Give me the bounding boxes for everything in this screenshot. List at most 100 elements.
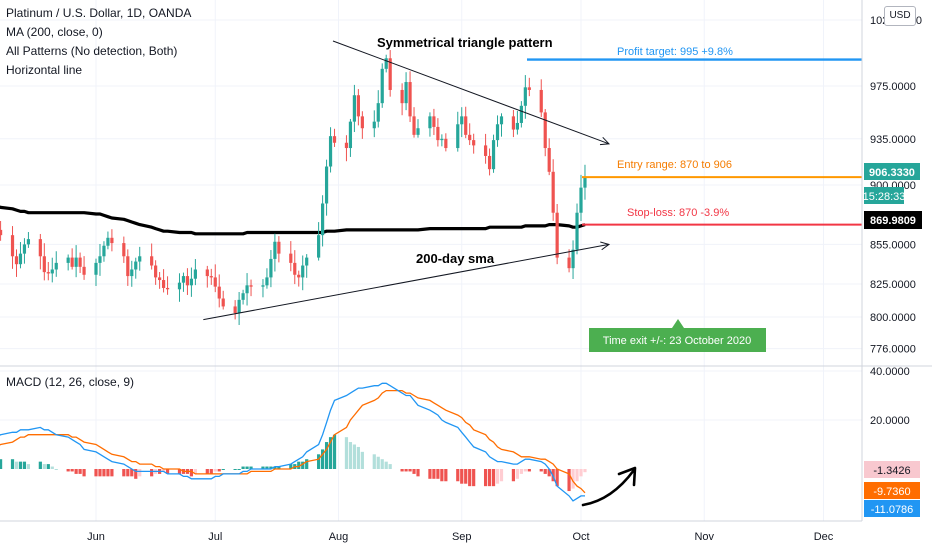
macd-histogram-bar [317,454,321,469]
current-price-value: 906.3330 [869,167,915,179]
lower-trendline-arrowhead [600,241,611,251]
macd-histogram-bar [380,459,384,469]
macd-histogram-bar [193,469,197,474]
macd-histogram-bar [456,469,460,482]
candle-body [245,285,249,294]
candle-body [456,124,460,149]
macd-histogram-bar [305,459,309,469]
candle-body [10,235,15,257]
macd-up-arrow [581,468,636,507]
candle-body [209,276,213,278]
macd-histogram-bar [38,461,42,469]
candle-body [70,257,74,267]
candle-body [134,261,138,270]
macd-histogram-bar [74,469,78,474]
candle-body [38,239,42,257]
macd-histogram-bar [189,469,194,477]
candle-body [499,116,504,125]
candle-body [571,249,575,269]
macd-histogram-bar [138,469,142,477]
candle-body [122,243,126,257]
macd-histogram-bar [54,469,58,470]
candle-body [181,276,186,283]
candle-body [102,245,106,257]
macd-histogram-bar [78,469,82,474]
macd-histogram-bar [404,469,408,472]
countdown-value: 15:28:33 [863,191,906,203]
macd-histogram-bar [241,466,245,469]
candle-body [189,278,194,286]
candle-body [14,256,19,265]
time-axis[interactable]: Jun Jul Aug Sep Oct Nov Dec [87,531,834,543]
macd-histogram-bar [277,466,281,469]
macd-histogram-bar [18,461,23,469]
candle-body [444,138,448,149]
macd-tag: -11.0786 [864,500,920,517]
candle-body [98,256,102,263]
macd-histogram-bar [468,469,472,487]
price-tick-label: 935.0000 [870,134,916,146]
macd-value: -11.0786 [871,504,914,516]
time-exit-label: Time exit +/-: 23 October 2020 [603,335,751,347]
upper-trendline [332,40,610,145]
macd-histogram-bar [487,469,492,487]
macd-histogram-bar [464,469,468,484]
candle-body [42,256,46,273]
horizontal-line-label[interactable]: Horizontal line [6,63,83,77]
macd-histogram-bar [428,469,432,479]
macd-histogram-bar [352,444,357,469]
candle-body [388,58,392,90]
macd-histogram-bar [440,469,444,482]
price-axis[interactable]: 1025.0000975.0000935.0000900.0000855.000… [870,15,922,427]
candle-body [360,116,364,129]
candle-body [177,282,182,290]
candle-body [583,177,587,188]
time-exit-callout[interactable]: Time exit +/-: 23 October 2020 [589,319,766,352]
macd-histogram-bar [408,469,412,472]
candle-body [158,277,162,281]
macd-histogram-bar [555,469,559,487]
macd-histogram-bar [213,469,217,472]
macd-histogram-bar [106,469,110,477]
macd-histogram-bar [332,434,337,469]
candle-body [432,116,436,127]
candle-body [193,269,197,279]
macd-indicator-label[interactable]: MACD (12, 26, close, 9) [6,375,135,389]
macd-histogram-bar [360,451,364,469]
candle-body [82,266,86,275]
macd-histogram-bar [495,469,500,484]
candle-body [261,285,265,287]
drawings[interactable] [203,40,862,507]
candle-body [54,262,58,270]
triangle-title: Symmetrical triangle pattern [377,35,553,50]
macd-histogram-bar [348,442,353,469]
macd-hist-tag: -1.3426 [864,461,920,478]
candle-body [344,142,349,149]
candle-body [0,229,3,236]
sma-200-line [0,192,586,236]
currency-button[interactable]: USD [884,6,916,26]
price-tick-label: 975.0000 [870,81,916,93]
macd-tick-label: 20.0000 [870,415,910,427]
candle-body [483,145,488,156]
macd-histogram-bar [102,469,106,477]
macd-histogram-bar [122,469,126,477]
symbol-title[interactable]: Platinum / U.S. Dollar, 1D, OANDA [6,6,192,20]
macd-histogram-bar [42,464,46,469]
macd-histogram-bar [0,459,3,469]
candle-body [293,262,297,275]
candle-body [22,244,27,254]
macd-histogram-bar [567,469,571,492]
price-tick-label: 855.0000 [870,239,916,251]
ma-indicator-label[interactable]: MA (200, close, 0) [6,25,103,39]
macd-histogram-bar [344,437,349,469]
candle-body [265,277,269,286]
candle-body [539,89,543,113]
stop-loss-label: Stop-loss: 870 -3.9% [627,207,729,219]
candle-body [428,116,432,129]
patterns-indicator-label[interactable]: All Patterns (No detection, Both) [6,44,178,58]
candle-body [237,299,241,314]
macd-line [0,382,585,502]
time-tick-label: Oct [572,531,589,543]
macd-histogram-bar [523,469,527,472]
